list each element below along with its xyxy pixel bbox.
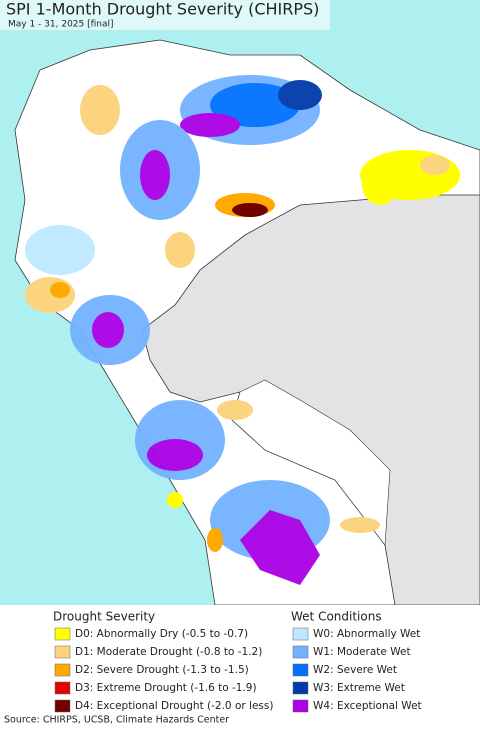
legend: Drought Severity D0: Abnormally Dry (-0.5… — [53, 610, 422, 713]
source: Source: CHIRPS, UCSB, Climate Hazards Ce… — [4, 715, 229, 726]
legend-swatch — [292, 699, 309, 713]
legend-label: W2: Severe Wet — [313, 664, 397, 676]
legend-label: D4: Exceptional Drought (-2.0 or less) — [75, 700, 273, 712]
map — [0, 0, 480, 606]
legend-swatch — [54, 699, 71, 713]
legend-swatch — [54, 627, 71, 641]
subtitle: May 1 - 31, 2025 [final] — [8, 20, 114, 30]
legend-title: Wet Conditions — [291, 610, 382, 624]
legend-label: W0: Abnormally Wet — [313, 628, 420, 640]
legend-label: D0: Abnormally Dry (-0.5 to -0.7) — [75, 628, 248, 640]
legend-swatch — [292, 663, 309, 677]
legend-swatch — [292, 645, 309, 659]
wet-areas — [25, 75, 330, 585]
legend-swatch — [54, 645, 71, 659]
legend-label: W4: Exceptional Wet — [313, 700, 422, 712]
interior-land — [231, 379, 391, 546]
legend-swatch — [292, 681, 309, 695]
dry-areas — [25, 85, 460, 552]
legend-title: Drought Severity — [53, 610, 155, 624]
legend-swatch — [54, 663, 71, 677]
legend-swatch — [54, 681, 71, 695]
legend-label: D2: Severe Drought (-1.3 to -1.5) — [75, 664, 249, 676]
legend-label: W1: Moderate Wet — [313, 646, 411, 658]
title: SPI 1-Month Drought Severity (CHIRPS) — [6, 0, 319, 19]
legend-label: W3: Extreme Wet — [313, 682, 405, 694]
legend-panel — [0, 605, 480, 730]
legend-label: D3: Extreme Drought (-1.6 to -1.9) — [75, 682, 257, 694]
legend-label: D1: Moderate Drought (-0.8 to -1.2) — [75, 646, 262, 658]
title-backdrop — [0, 0, 330, 30]
legend-swatch — [292, 627, 309, 641]
